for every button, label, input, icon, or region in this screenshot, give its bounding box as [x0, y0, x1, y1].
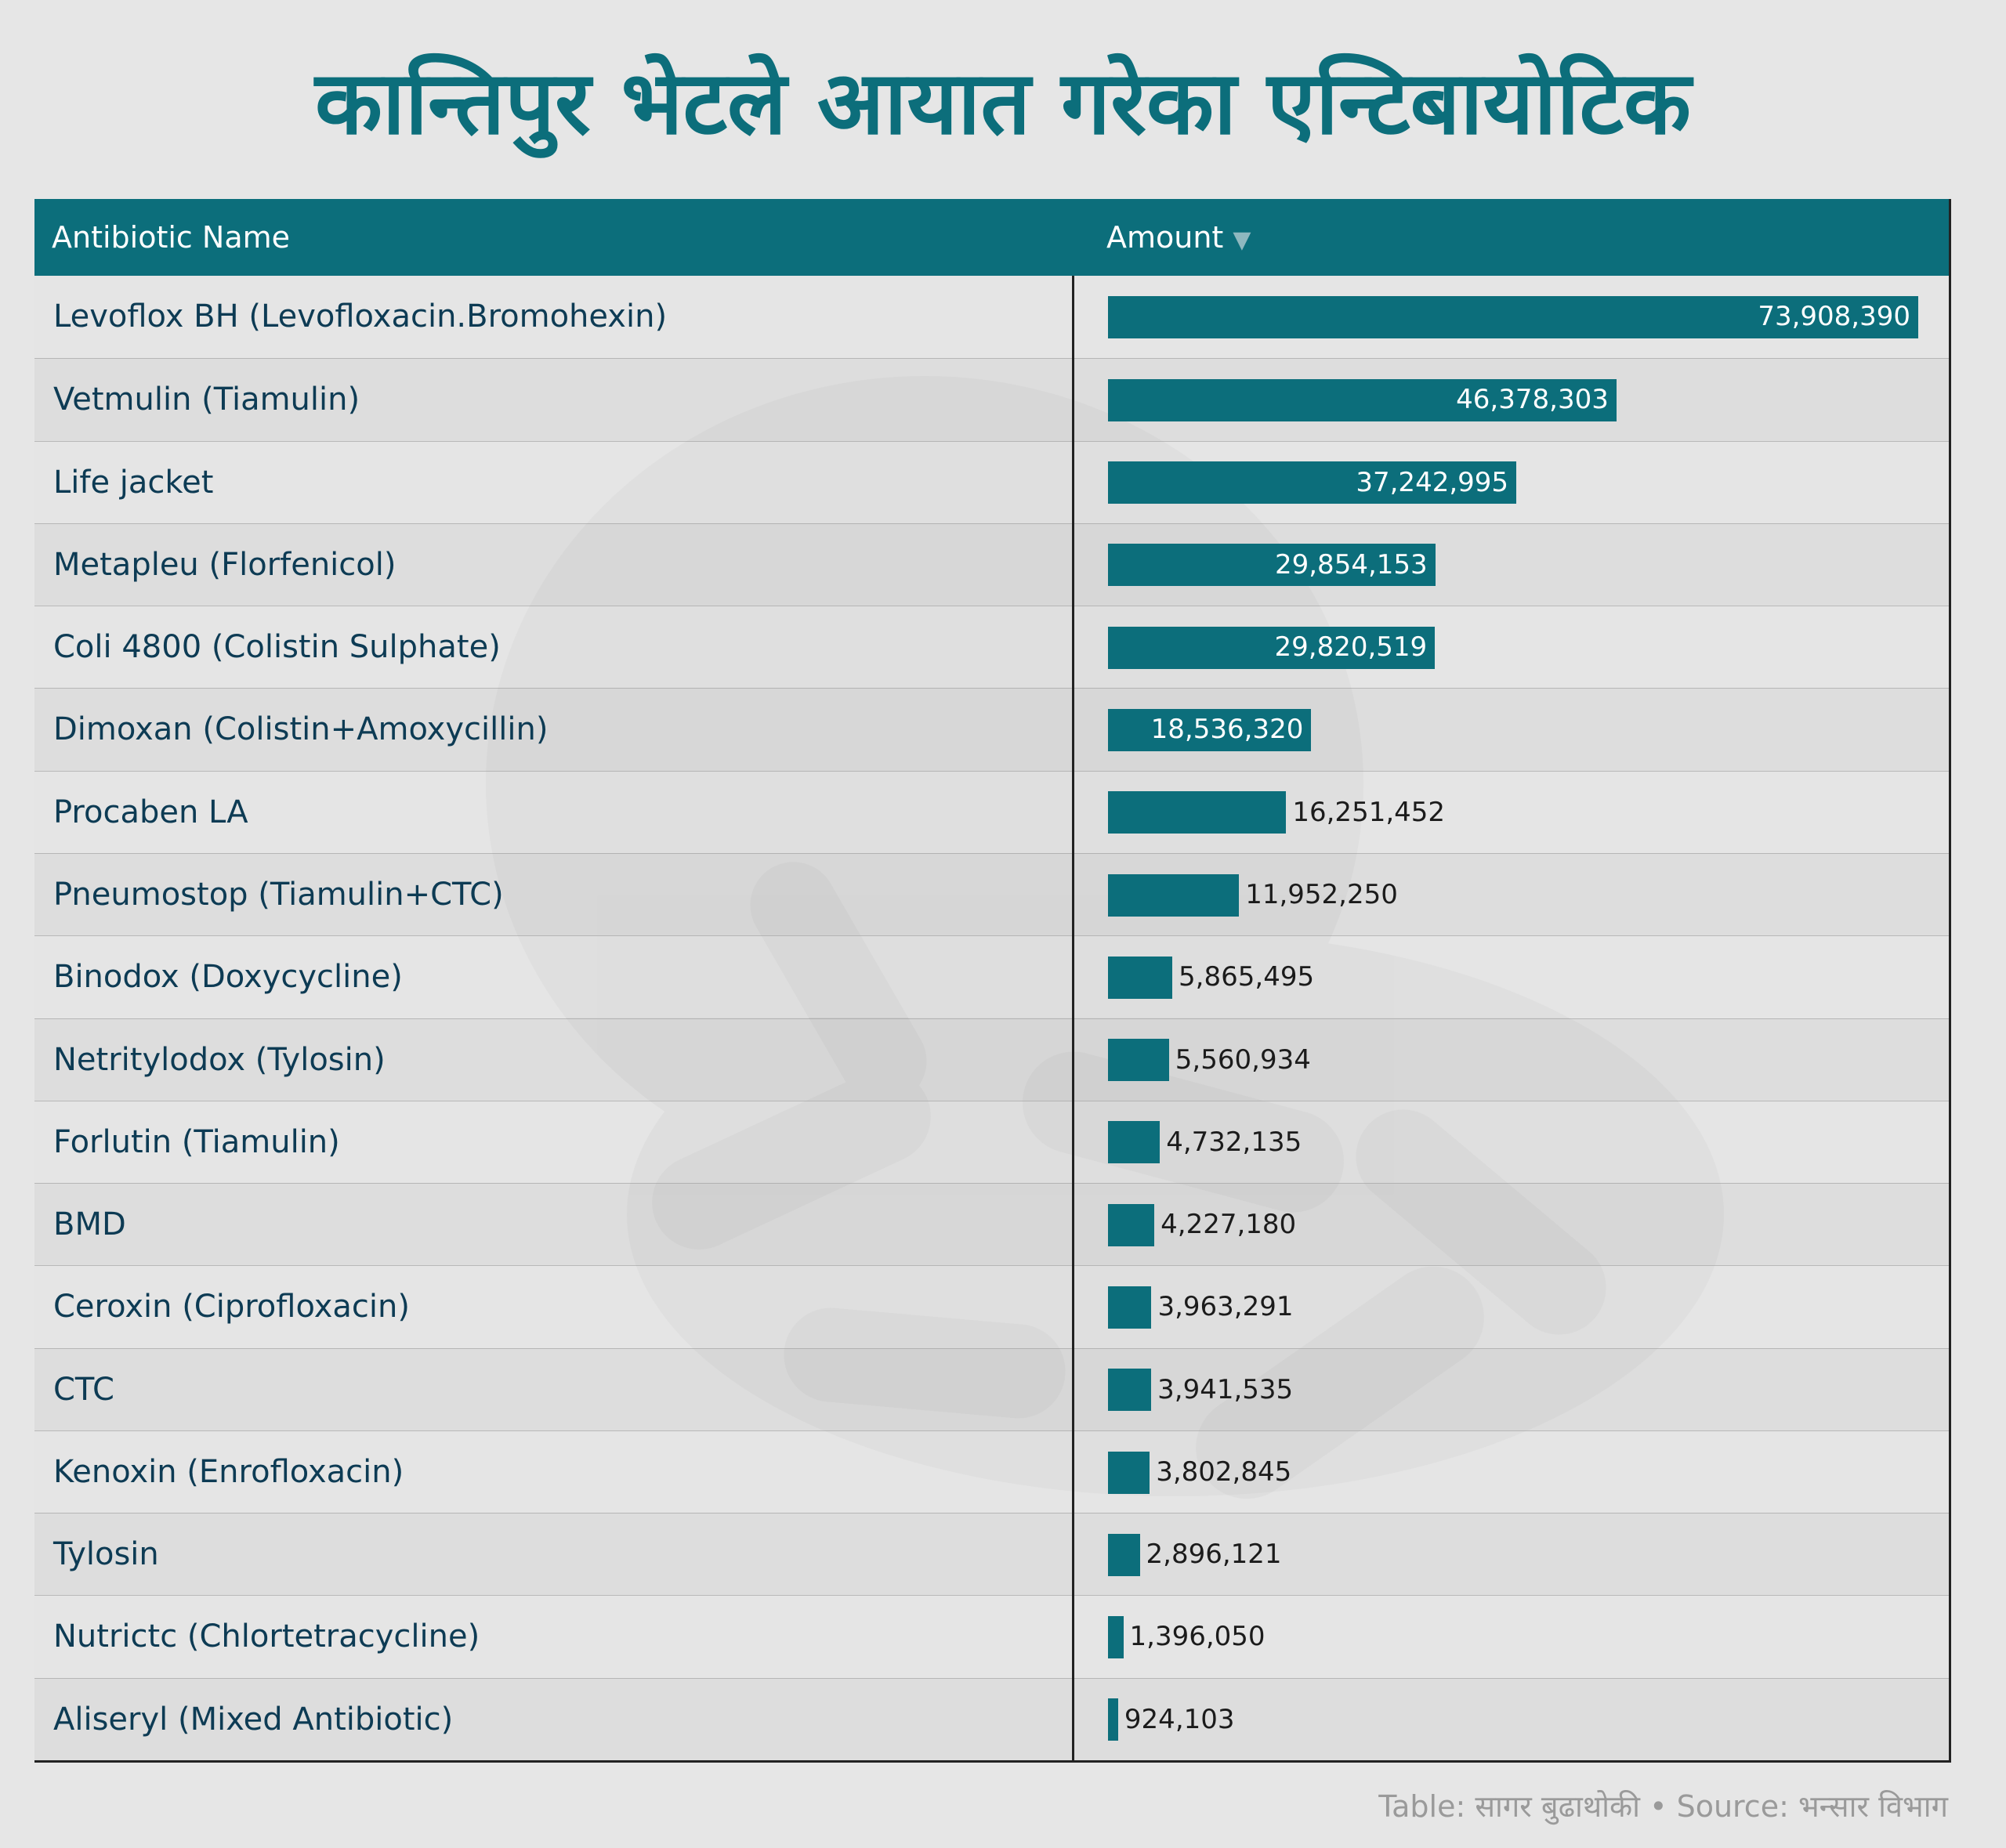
amount-bar: [1108, 1286, 1152, 1329]
table-row: Aliseryl (Mixed Antibiotic) 924,103: [34, 1677, 1949, 1760]
amount-bar: [1108, 1616, 1124, 1659]
amount-bar: [1108, 1698, 1118, 1741]
amount-value-label: 37,242,995: [1356, 466, 1509, 498]
amount-bar: [1108, 1451, 1150, 1494]
antibiotic-name-cell: Forlutin (Tiamulin): [53, 1123, 340, 1160]
antibiotic-name-cell: CTC: [53, 1371, 114, 1408]
table-row: Levoflox BH (Levofloxacin.Bromohexin) 73,…: [34, 276, 1949, 359]
amount-value-label: 2,896,121: [1146, 1539, 1282, 1571]
page-title: कान्तिपुर भेटले आयात गरेका एन्टिबायोटिक: [314, 52, 1691, 154]
antibiotic-name-cell: BMD: [53, 1206, 126, 1243]
amount-value-label: 4,227,180: [1161, 1209, 1297, 1241]
antibiotic-name-cell: Kenoxin (Enrofloxacin): [53, 1453, 404, 1490]
amount-value-label: 3,963,291: [1157, 1291, 1294, 1323]
table-row: Ceroxin (Ciprofloxacin) 3,963,291: [34, 1265, 1949, 1348]
table-row: Tylosin 2,896,121: [34, 1513, 1949, 1596]
amount-bar: [1108, 791, 1287, 834]
amount-value-label: 1,396,050: [1129, 1621, 1266, 1653]
table-row: Binodox (Doxycycline) 5,865,495: [34, 935, 1949, 1018]
amount-value-label: 3,802,845: [1156, 1456, 1292, 1488]
column-header-name[interactable]: Antibiotic Name: [52, 199, 290, 276]
amount-value-label: 924,103: [1124, 1703, 1235, 1735]
amount-bar: [1108, 1039, 1169, 1082]
amount-bar: [1108, 709, 1312, 751]
antibiotic-name-cell: Procaben LA: [53, 794, 248, 830]
table-header: Antibiotic Name Amount ▼: [34, 199, 1949, 276]
amount-bar: [1108, 873, 1240, 917]
antibiotic-name-cell: Levoflox BH (Levofloxacin.Bromohexin): [53, 298, 668, 335]
table-row: Kenoxin (Enrofloxacin) 3,802,845: [34, 1430, 1949, 1513]
sort-descending-icon[interactable]: ▼: [1233, 226, 1251, 254]
amount-bar: [1108, 544, 1436, 587]
amount-value-label: 18,536,320: [1150, 714, 1304, 746]
table-row: Metapleu (Florfenicol) 29,854,153: [34, 523, 1949, 606]
amount-bar: [1108, 956, 1173, 999]
amount-bar: [1108, 1203, 1155, 1246]
amount-value-label: 46,378,303: [1456, 384, 1609, 416]
antibiotic-name-cell: Aliseryl (Mixed Antibiotic): [53, 1701, 454, 1738]
table-body: Levoflox BH (Levofloxacin.Bromohexin) 73,…: [34, 276, 1949, 1760]
table-row: BMD 4,227,180: [34, 1183, 1949, 1266]
amount-value-label: 73,908,390: [1758, 301, 1910, 332]
amount-bar: [1108, 461, 1517, 504]
antibiotic-name-cell: Nutrictc (Chlortetracycline): [53, 1618, 480, 1655]
table-row: Nutrictc (Chlortetracycline) 1,396,050: [34, 1595, 1949, 1678]
table-row: CTC 3,941,535: [34, 1347, 1949, 1430]
table-row: Forlutin (Tiamulin) 4,732,135: [34, 1100, 1949, 1184]
antibiotic-name-cell: Netritylodox (Tylosin): [53, 1041, 386, 1078]
table-row: Pneumostop (Tiamulin+CTC) 11,952,250: [34, 852, 1949, 936]
antibiotic-name-cell: Metapleu (Florfenicol): [53, 546, 396, 583]
antibiotic-name-cell: Vetmulin (Tiamulin): [53, 382, 360, 418]
antibiotic-name-cell: Ceroxin (Ciprofloxacin): [53, 1289, 410, 1325]
column-header-amount[interactable]: Amount ▼: [1106, 199, 1251, 276]
amount-bar: [1108, 1533, 1140, 1576]
column-header-amount-label: Amount: [1106, 220, 1224, 255]
table-row: Procaben LA 16,251,452: [34, 770, 1949, 853]
amount-bar: [1108, 1369, 1152, 1412]
antibiotic-name-cell: Dimoxan (Colistin+Amoxycillin): [53, 711, 549, 748]
antibiotic-name-cell: Pneumostop (Tiamulin+CTC): [53, 876, 504, 913]
column-header-name-label: Antibiotic Name: [52, 220, 290, 255]
credit-source-footer: Table: सागर बुढाथोकी • Source: भन्सार वि…: [1378, 1789, 1948, 1824]
amount-value-label: 16,251,452: [1292, 796, 1446, 828]
amount-bar: [1108, 295, 1918, 338]
column-divider: [1072, 276, 1074, 1760]
antibiotic-name-cell: Tylosin: [53, 1536, 159, 1573]
amount-bar: [1108, 1121, 1161, 1164]
antibiotic-name-cell: Life jacket: [53, 464, 214, 501]
table-row: Coli 4800 (Colistin Sulphate) 29,820,519: [34, 606, 1949, 689]
antibiotic-table: Antibiotic Name Amount ▼ Levoflox BH (Lev…: [34, 199, 1951, 1763]
amount-value-label: 4,732,135: [1166, 1126, 1302, 1158]
amount-value-label: 29,854,153: [1274, 548, 1428, 580]
amount-value-label: 5,560,934: [1175, 1043, 1311, 1076]
amount-bar: [1108, 626, 1436, 669]
table-row: Vetmulin (Tiamulin) 46,378,303: [34, 358, 1949, 441]
amount-bar: [1108, 378, 1617, 421]
amount-value-label: 3,941,535: [1157, 1373, 1294, 1405]
amount-value-label: 5,865,495: [1179, 961, 1315, 993]
table-row: Life jacket 37,242,995: [34, 440, 1949, 523]
antibiotic-name-cell: Binodox (Doxycycline): [53, 959, 403, 996]
table-row: Netritylodox (Tylosin) 5,560,934: [34, 1018, 1949, 1101]
amount-value-label: 11,952,250: [1245, 878, 1398, 910]
antibiotic-name-cell: Coli 4800 (Colistin Sulphate): [53, 629, 501, 666]
table-row: Dimoxan (Colistin+Amoxycillin) 18,536,320: [34, 688, 1949, 771]
amount-value-label: 29,820,519: [1274, 631, 1428, 664]
